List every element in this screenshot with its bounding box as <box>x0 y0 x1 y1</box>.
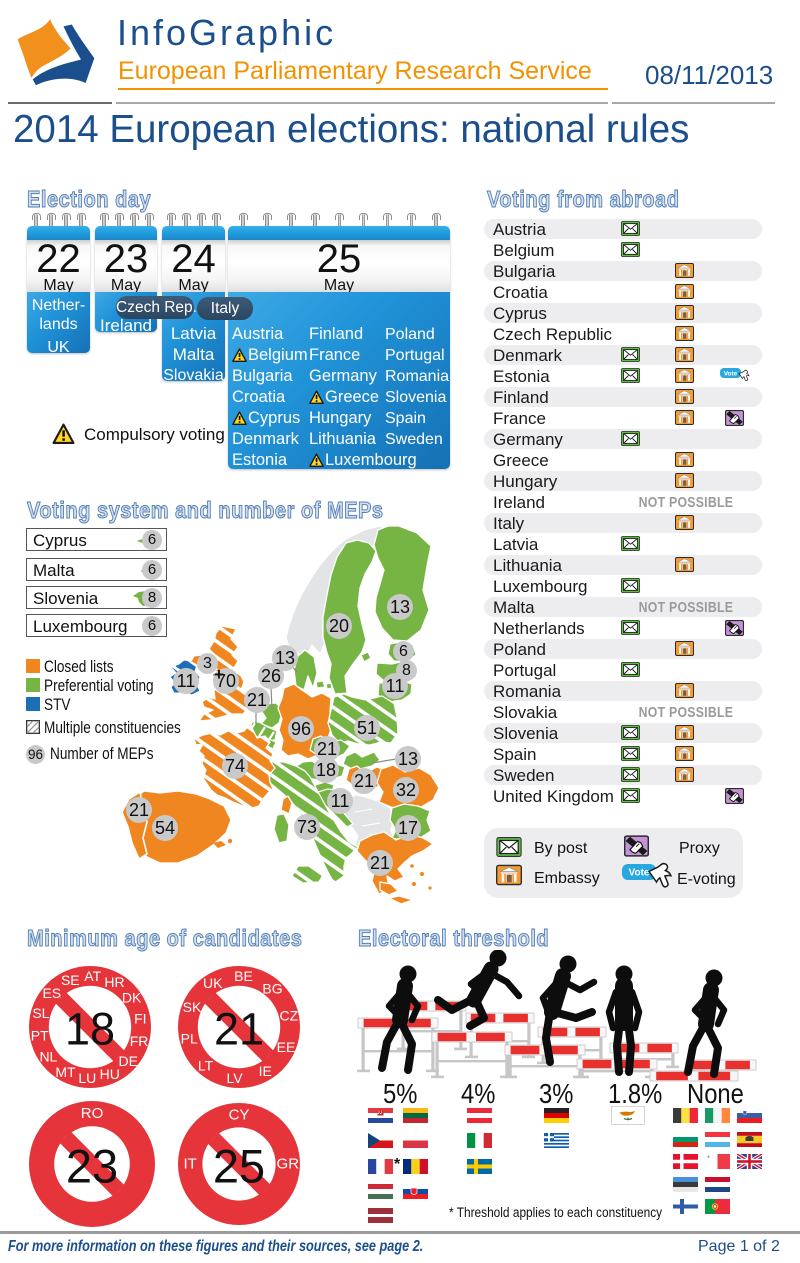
svg-text:NL: NL <box>39 1049 57 1065</box>
svg-text:PL: PL <box>181 1031 198 1047</box>
svg-text:18: 18 <box>65 1004 115 1055</box>
svg-text:IT: IT <box>184 1156 197 1173</box>
svg-text:23: 23 <box>66 1140 118 1193</box>
svg-text:GR: GR <box>277 1156 300 1173</box>
svg-text:UK: UK <box>203 975 223 991</box>
svg-text:EE: EE <box>277 1039 296 1055</box>
svg-text:DE: DE <box>118 1053 137 1069</box>
svg-text:FI: FI <box>134 1010 146 1026</box>
svg-text:FR: FR <box>130 1033 149 1049</box>
svg-text:CZ: CZ <box>279 1008 298 1024</box>
svg-text:HU: HU <box>100 1066 120 1082</box>
svg-text:BG: BG <box>262 980 282 996</box>
svg-text:SL: SL <box>32 1005 49 1021</box>
svg-text:SE: SE <box>61 972 80 988</box>
svg-text:DK: DK <box>122 989 142 1005</box>
svg-text:RO: RO <box>81 1105 104 1122</box>
svg-text:HR: HR <box>104 974 124 990</box>
svg-text:ES: ES <box>42 985 61 1001</box>
svg-text:AT: AT <box>84 968 101 984</box>
svg-text:PT: PT <box>31 1028 49 1044</box>
svg-text:LU: LU <box>78 1070 96 1086</box>
svg-text:IE: IE <box>259 1063 272 1079</box>
svg-text:MT: MT <box>55 1064 76 1080</box>
svg-text:LV: LV <box>226 1070 243 1086</box>
svg-text:21: 21 <box>214 1004 264 1055</box>
svg-text:25: 25 <box>213 1140 265 1193</box>
svg-text:LT: LT <box>198 1058 214 1074</box>
svg-text:CY: CY <box>229 1107 250 1124</box>
svg-text:SK: SK <box>183 999 202 1015</box>
svg-text:BE: BE <box>234 968 253 984</box>
